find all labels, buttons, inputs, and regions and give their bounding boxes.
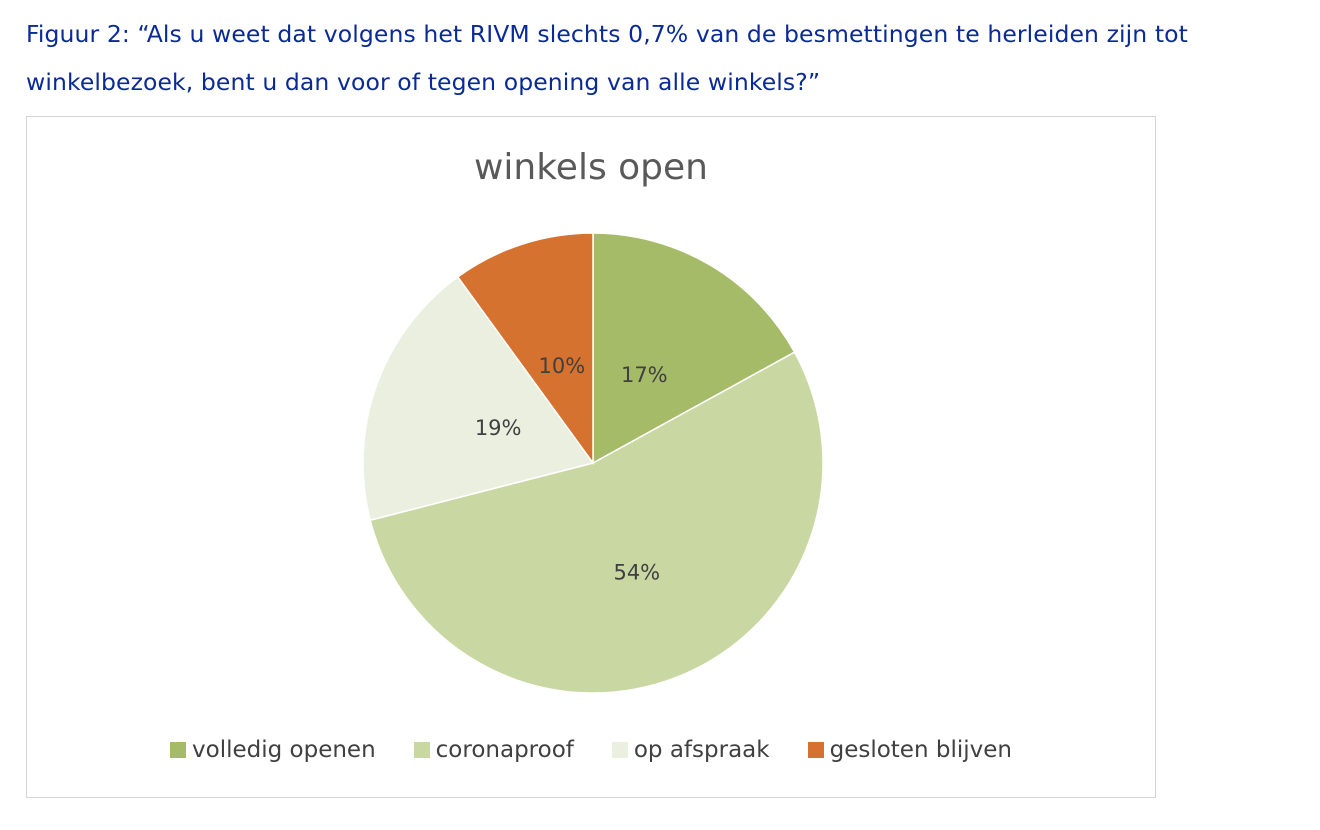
- legend-item-op-afspraak: op afspraak: [611, 737, 770, 763]
- pie-chart: 17% 54% 19% 10%: [362, 232, 824, 694]
- pie-slice-coronaproof: [369, 351, 824, 694]
- legend-label: op afspraak: [633, 737, 770, 763]
- legend-swatch: [413, 742, 430, 758]
- pie-slice-gesloten-blijven: [456, 232, 594, 466]
- legend-item-gesloten-blijven: gesloten blijven: [807, 737, 1012, 763]
- chart-frame: winkels open 17% 54% 19% 10% volledig opene…: [26, 116, 1156, 798]
- pie-slice-op-afspraak: [362, 275, 595, 522]
- pie-slice-volledig-openen: [592, 232, 796, 465]
- data-label-op-afspraak: 19%: [475, 416, 522, 440]
- caption-line-1: Figuur 2: “Als u weet dat volgens het RI…: [26, 20, 1188, 48]
- legend-label: gesloten blijven: [829, 737, 1012, 763]
- legend-item-coronaproof: coronaproof: [413, 737, 574, 763]
- legend-swatch: [170, 742, 187, 758]
- legend-swatch: [807, 742, 824, 758]
- chart-title: winkels open: [473, 147, 709, 188]
- figure-caption: Figuur 2: “Als u weet dat volgens het RI…: [26, 10, 1306, 106]
- legend-item-volledig-openen: volledig openen: [170, 737, 376, 763]
- data-label-gesloten-blijven: 10%: [539, 354, 586, 378]
- data-label-volledig-openen: 17%: [621, 363, 668, 387]
- caption-line-2: winkelbezoek, bent u dan voor of tegen o…: [26, 68, 821, 96]
- legend-label: volledig openen: [192, 737, 376, 763]
- legend-label: coronaproof: [435, 737, 574, 763]
- data-label-coronaproof: 54%: [613, 561, 660, 585]
- chart-legend: volledig openen coronaproof op afspraak ges…: [27, 737, 1155, 763]
- legend-swatch: [611, 742, 628, 758]
